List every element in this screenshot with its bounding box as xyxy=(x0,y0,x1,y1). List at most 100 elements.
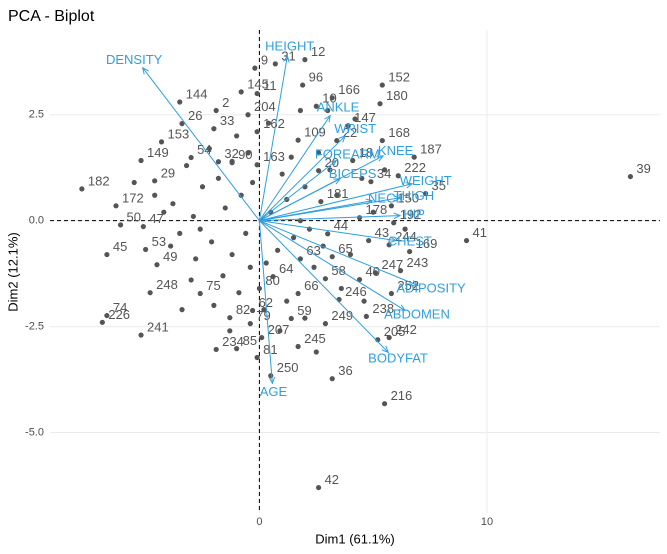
y-axis-title: Dim2 (12.1%) xyxy=(5,232,20,311)
point xyxy=(131,179,137,186)
point-label: 222 xyxy=(404,160,426,175)
y-tick-label: -2.5 xyxy=(25,320,44,332)
loading-arrow xyxy=(259,136,345,222)
point-label: 247 xyxy=(381,257,403,272)
point xyxy=(463,237,470,244)
point xyxy=(140,223,146,230)
point-label: 162 xyxy=(263,116,285,131)
x-tick-label: 0 xyxy=(256,516,262,528)
point xyxy=(183,162,190,169)
point-label: 85 xyxy=(243,333,257,348)
point xyxy=(352,116,358,122)
point xyxy=(179,307,185,313)
point xyxy=(327,167,333,173)
point xyxy=(290,235,297,241)
point xyxy=(379,82,385,88)
point-label: 58 xyxy=(331,263,345,278)
point xyxy=(152,178,158,184)
point xyxy=(372,270,379,276)
point-label: 90 xyxy=(238,147,252,162)
point xyxy=(311,264,317,270)
variable-label: WRIST xyxy=(334,121,376,136)
point xyxy=(158,139,165,145)
point xyxy=(381,167,388,173)
point xyxy=(179,121,185,127)
point-label: 145 xyxy=(247,76,269,91)
point xyxy=(325,231,331,237)
point-label: 168 xyxy=(388,125,410,140)
point-label: 22 xyxy=(343,125,357,140)
variable-label: ABDOMEN xyxy=(384,307,450,322)
point-label: 32 xyxy=(224,146,238,161)
variable-label: AGE xyxy=(260,384,288,399)
point-label: 26 xyxy=(188,108,202,123)
point xyxy=(315,150,322,156)
point-label: 172 xyxy=(122,190,144,205)
point-label: 50 xyxy=(127,209,141,224)
point-label: 66 xyxy=(304,278,318,293)
point xyxy=(252,65,258,71)
point-label: 147 xyxy=(354,110,376,125)
variable-label: DENSITY xyxy=(106,52,163,67)
point-label: 246 xyxy=(345,284,367,299)
point xyxy=(627,173,634,180)
point xyxy=(347,251,354,258)
point xyxy=(227,315,233,321)
point xyxy=(243,230,249,236)
y-tick-label: -5.0 xyxy=(25,426,44,438)
point-label: 44 xyxy=(334,218,348,233)
variable-label: ANKLE xyxy=(317,100,360,115)
point xyxy=(211,302,217,308)
point xyxy=(313,103,319,109)
point-label: 81 xyxy=(263,342,277,357)
point xyxy=(104,251,110,258)
point xyxy=(302,57,308,63)
point xyxy=(277,328,283,334)
point xyxy=(234,346,240,352)
point-label: 250 xyxy=(277,360,299,375)
point xyxy=(334,137,340,144)
point xyxy=(315,168,322,174)
point xyxy=(359,175,365,181)
point xyxy=(338,285,344,292)
point-label: 238 xyxy=(372,301,394,316)
variable-label: KNEE xyxy=(378,143,414,158)
point xyxy=(215,175,222,181)
point-label: 47 xyxy=(149,211,163,226)
point xyxy=(402,226,408,232)
x-tick-label: 10 xyxy=(481,516,493,528)
point-label: 35 xyxy=(432,178,446,193)
point xyxy=(236,290,242,296)
point xyxy=(138,157,144,164)
point xyxy=(322,276,329,282)
y-tick-label: 0.0 xyxy=(29,215,44,227)
point-label: 192 xyxy=(400,207,422,222)
point-label: 59 xyxy=(297,303,311,318)
point-label: 204 xyxy=(254,99,276,114)
point-label: 49 xyxy=(163,249,177,264)
point xyxy=(188,277,194,283)
point xyxy=(215,159,222,165)
point-label: 153 xyxy=(168,126,190,141)
point-label: 11 xyxy=(263,78,277,93)
loading-arrow xyxy=(143,68,260,221)
point xyxy=(213,346,219,353)
point xyxy=(295,343,301,350)
point xyxy=(177,99,183,105)
point xyxy=(275,247,281,253)
point xyxy=(104,312,110,319)
point-label: 169 xyxy=(416,236,438,251)
point xyxy=(381,401,388,407)
point xyxy=(329,95,335,101)
point-label: 42 xyxy=(325,472,339,487)
point xyxy=(288,154,294,160)
point-label: 33 xyxy=(220,113,234,128)
point xyxy=(254,162,260,168)
point xyxy=(261,307,267,313)
point xyxy=(265,120,272,126)
point xyxy=(197,290,203,297)
point-label: 2 xyxy=(222,95,229,110)
variable-label: THIGH xyxy=(394,188,434,203)
point-label: 248 xyxy=(156,277,178,292)
point xyxy=(245,150,251,156)
